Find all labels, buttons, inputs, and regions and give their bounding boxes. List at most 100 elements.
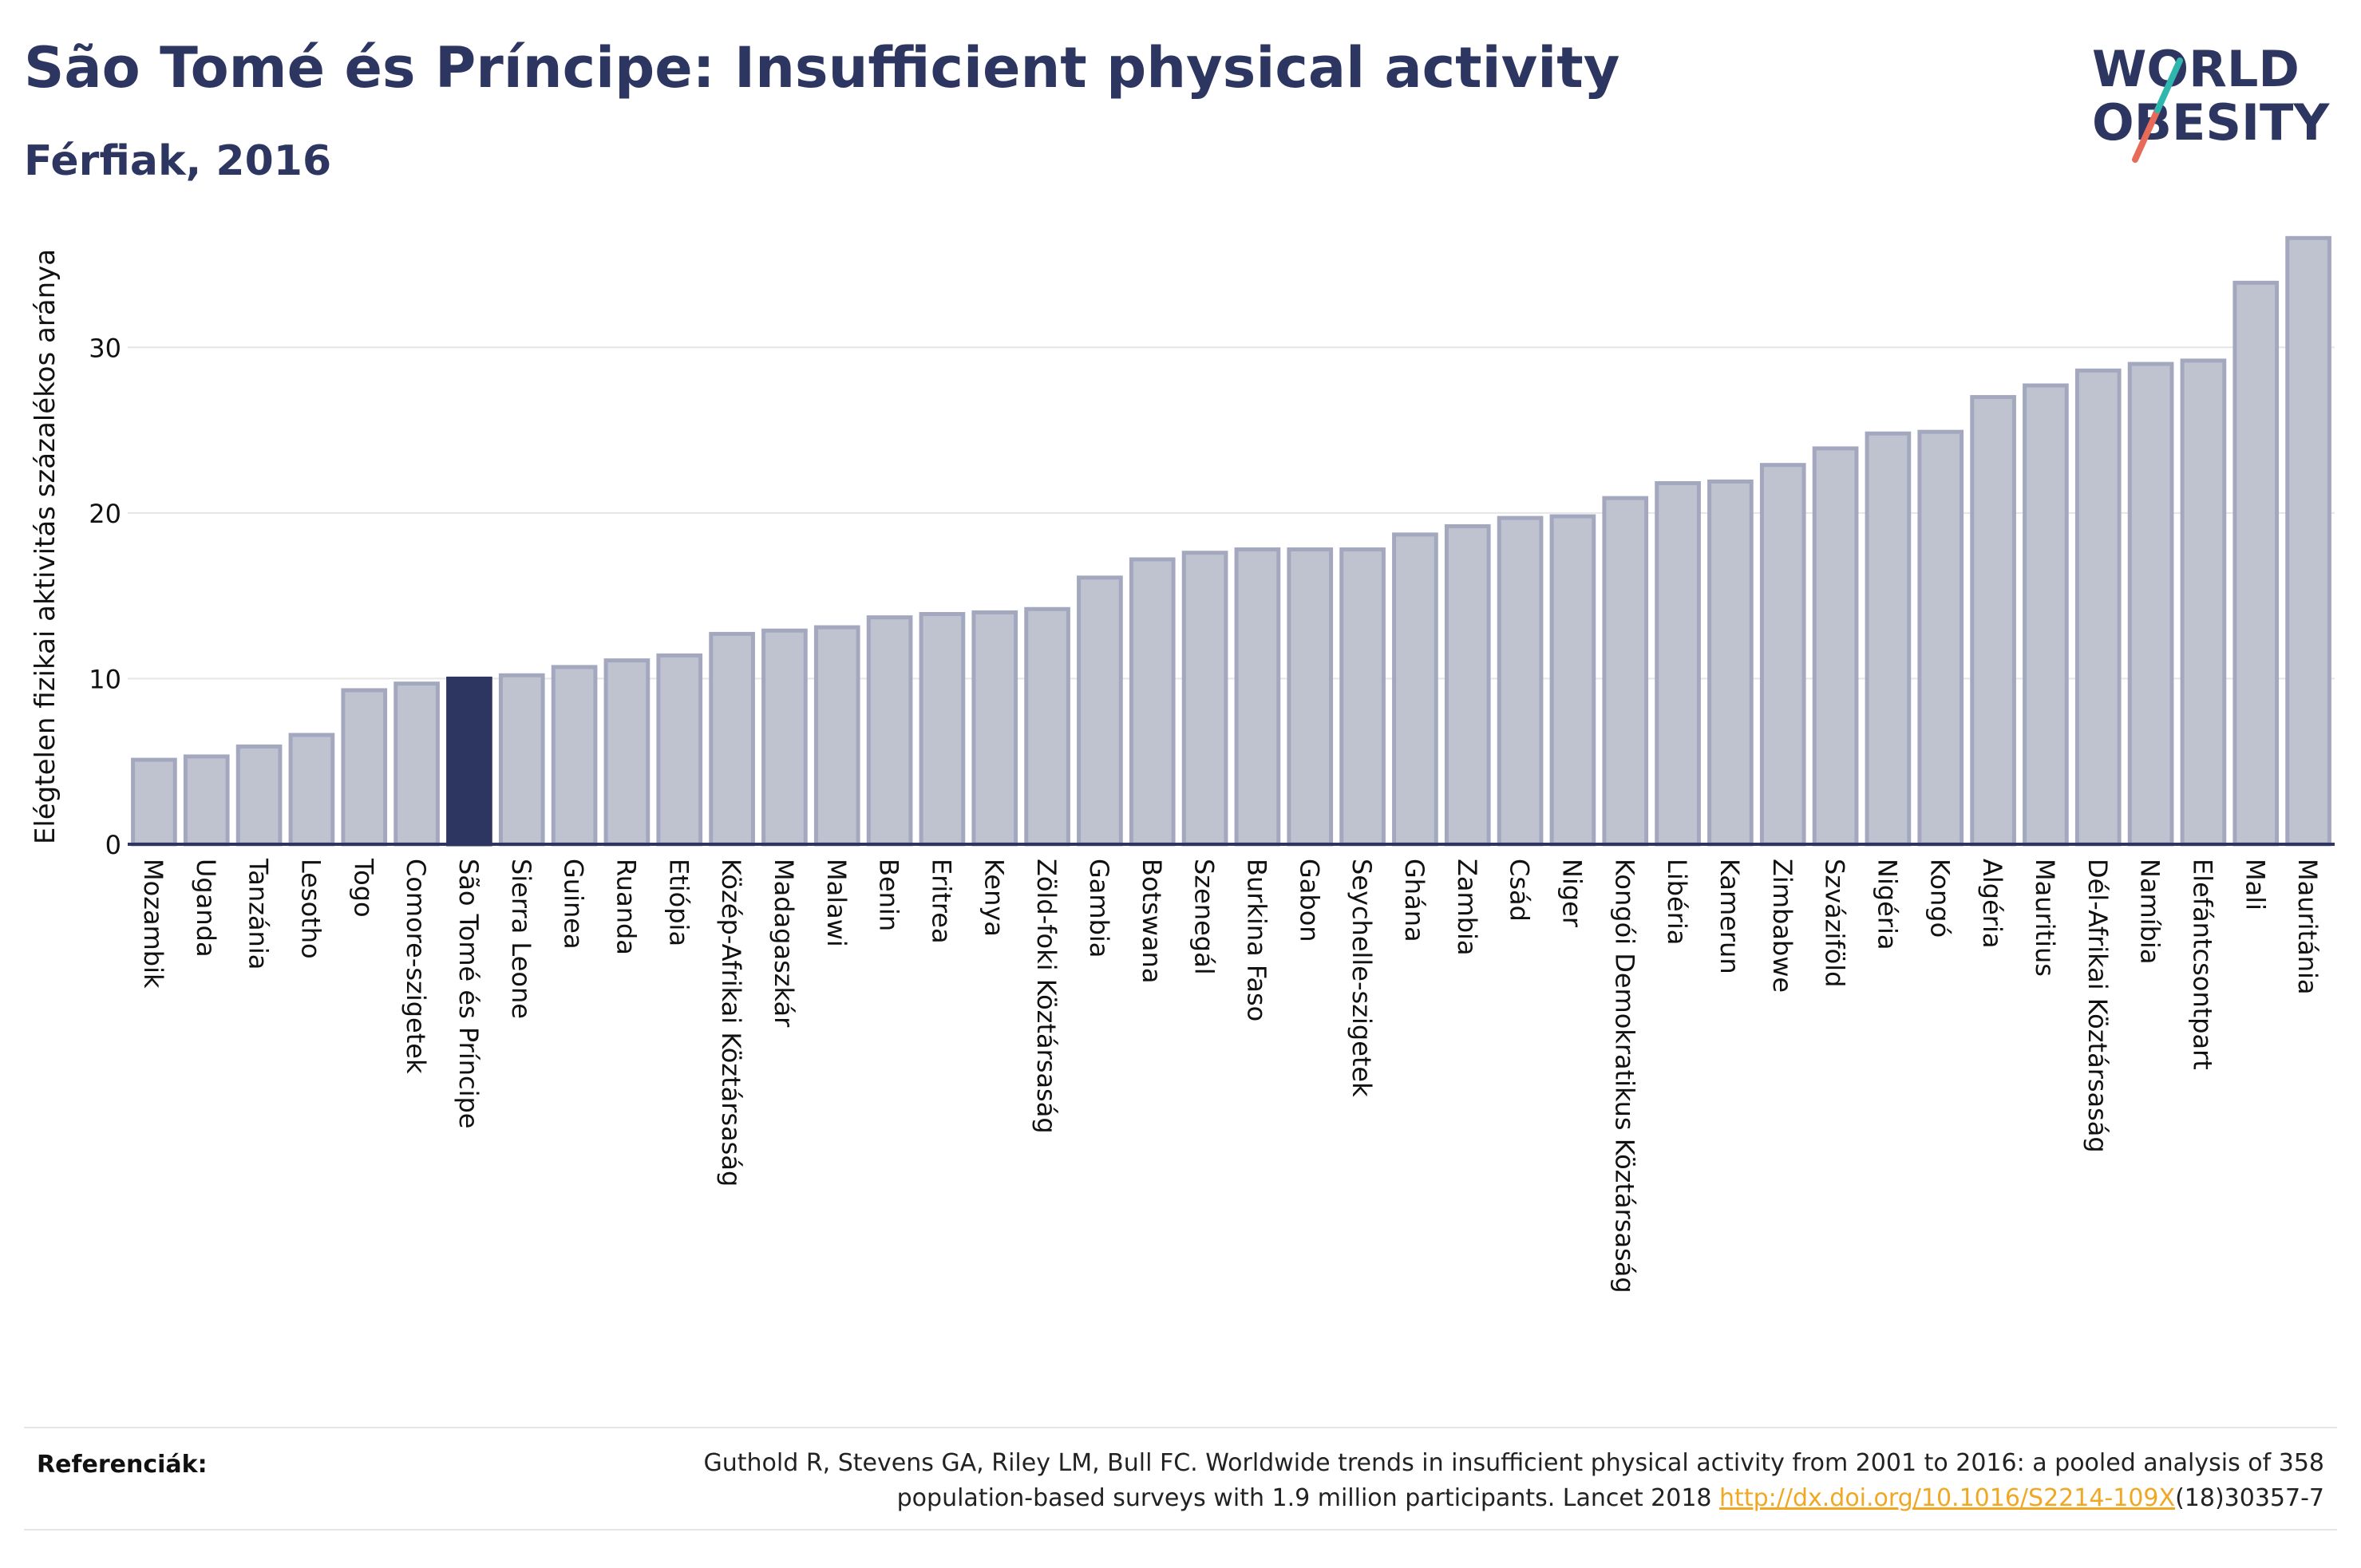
x-category-label: Mauritius xyxy=(2030,859,2060,977)
x-category-label: Mozambik xyxy=(138,859,168,989)
y-axis-label: Elégtelen fizikai aktivitás százalékos a… xyxy=(30,249,61,844)
bar[interactable] xyxy=(1392,532,1438,847)
x-category-label: Sierra Leone xyxy=(506,859,536,1019)
x-category-label: Eritrea xyxy=(926,859,956,944)
y-tick-label: 10 xyxy=(89,664,121,694)
x-category-label: Zöld-foki Köztársaság xyxy=(1031,859,1062,1134)
x-category-label: Togo xyxy=(348,858,378,918)
bar[interactable] xyxy=(919,611,966,847)
bar[interactable] xyxy=(446,676,492,847)
y-tick-label: 20 xyxy=(89,499,121,529)
bar[interactable] xyxy=(1865,431,1912,847)
bar[interactable] xyxy=(2285,235,2331,847)
bar[interactable] xyxy=(131,757,177,847)
bar[interactable] xyxy=(971,610,1018,847)
bar[interactable] xyxy=(1917,429,1964,847)
x-category-label: Kamerun xyxy=(1714,859,1745,974)
bar[interactable] xyxy=(656,653,703,847)
bar[interactable] xyxy=(288,733,335,847)
bar[interactable] xyxy=(2023,383,2069,847)
x-category-label: Uganda xyxy=(191,859,221,958)
bar[interactable] xyxy=(498,673,545,847)
x-category-label: Szenegál xyxy=(1189,859,1220,975)
bar[interactable] xyxy=(761,628,808,847)
x-category-label: Niger xyxy=(1556,859,1587,928)
chart-subtitle: Férfiak, 2016 xyxy=(24,137,332,185)
bar[interactable] xyxy=(2127,361,2174,847)
x-category-label: Kongó xyxy=(1924,859,1955,938)
logo-line2: OBESITY xyxy=(2092,93,2330,152)
x-category-label: Burkina Faso xyxy=(1241,859,1271,1021)
bar[interactable] xyxy=(1497,515,1544,847)
bar[interactable] xyxy=(1549,514,1596,847)
bar[interactable] xyxy=(2074,368,2122,847)
bar[interactable] xyxy=(1970,395,2016,847)
bars xyxy=(128,235,2335,847)
bar[interactable] xyxy=(1077,575,1123,847)
bar[interactable] xyxy=(1655,481,1701,847)
bar[interactable] xyxy=(1759,463,1806,847)
x-category-label: Elefántcsontpart xyxy=(2187,859,2217,1070)
bar[interactable] xyxy=(709,631,755,847)
x-category-label: Mauritánia xyxy=(2292,859,2323,994)
grid-lines xyxy=(128,346,2335,680)
x-category-label: Szváziföld xyxy=(1820,859,1850,987)
chart-title: São Tomé és Príncipe: Insufficient physi… xyxy=(24,35,1620,101)
bar[interactable] xyxy=(1234,547,1281,847)
bar[interactable] xyxy=(813,625,860,847)
x-category-label: Kenya xyxy=(979,859,1009,937)
x-category-label: Nigéria xyxy=(1872,859,1902,950)
x-category-label: Ruanda xyxy=(611,859,641,955)
bar[interactable] xyxy=(2232,280,2280,847)
bar[interactable] xyxy=(394,681,440,847)
bar[interactable] xyxy=(1602,496,1649,847)
x-category-label: Seychelle-szigetek xyxy=(1347,859,1377,1097)
bar[interactable] xyxy=(603,658,651,847)
bar[interactable] xyxy=(1707,479,1754,847)
x-category-label: Gambia xyxy=(1084,859,1114,958)
world-obesity-logo[interactable]: WORLD OBESITY xyxy=(2087,32,2343,168)
bar[interactable] xyxy=(1024,606,1070,847)
x-category-label: Tanzánia xyxy=(243,858,274,970)
x-category-labels: Mozambik Uganda Tanzánia Lesotho Togo Comore-… xyxy=(138,858,2323,1294)
bar[interactable] xyxy=(1339,547,1386,847)
x-category-label: Zimbabwe xyxy=(1767,859,1797,993)
references-footer: Referenciák: Guthold R, Stevens GA, Rile… xyxy=(24,1427,2337,1530)
bar[interactable] xyxy=(1444,523,1491,847)
bar[interactable] xyxy=(1812,446,1859,847)
bar[interactable] xyxy=(1129,557,1176,847)
reference-suffix: (18)30357-7 xyxy=(2175,1484,2324,1512)
x-category-label: Benin xyxy=(874,859,904,931)
x-category-label: Közép-Afrikai Köztársaság xyxy=(716,859,746,1187)
x-category-label: Kongói Demokratikus Köztársaság xyxy=(1609,859,1639,1294)
bar-chart: 0 10 20 30 Mozambik Uganda Tanzánia Lesotho Tog… xyxy=(30,235,2335,1294)
x-category-label: Ghána xyxy=(1399,859,1430,942)
bar[interactable] xyxy=(235,745,283,847)
reference-doi-link[interactable]: http://dx.doi.org/10.1016/S2214-109X xyxy=(1719,1484,2176,1512)
bar[interactable] xyxy=(551,665,598,847)
x-category-label: Etiópia xyxy=(663,859,694,946)
x-category-label: São Tomé és Príncipe xyxy=(453,859,484,1128)
reference-citation: Guthold R, Stevens GA, Riley LM, Bull FC… xyxy=(703,1449,2324,1512)
logo-slash-teal xyxy=(2154,57,2183,113)
x-category-label: Algéria xyxy=(1977,859,2007,948)
y-tick-labels: 0 10 20 30 xyxy=(89,333,121,860)
bar[interactable] xyxy=(183,754,230,847)
references-label: Referenciák: xyxy=(37,1451,208,1479)
x-category-label: Csád xyxy=(1505,859,1535,922)
bar[interactable] xyxy=(866,615,913,847)
x-category-label: Gabon xyxy=(1294,859,1324,942)
logo-line1: WORLD xyxy=(2092,40,2300,98)
bar[interactable] xyxy=(341,688,388,847)
x-category-label: Zambia xyxy=(1452,859,1482,956)
bar[interactable] xyxy=(2180,358,2227,847)
y-tick-label: 0 xyxy=(105,830,121,860)
references-text: Guthold R, Stevens GA, Riley LM, Bull FC… xyxy=(568,1446,2324,1516)
x-category-label: Libéria xyxy=(1662,859,1692,945)
x-category-label: Mali xyxy=(2240,859,2270,910)
bar[interactable] xyxy=(1181,551,1228,847)
x-category-label: Namíbia xyxy=(2135,859,2165,964)
bar[interactable] xyxy=(1287,547,1334,847)
x-category-label: Lesotho xyxy=(295,859,326,959)
x-category-label: Botswana xyxy=(1137,859,1167,983)
